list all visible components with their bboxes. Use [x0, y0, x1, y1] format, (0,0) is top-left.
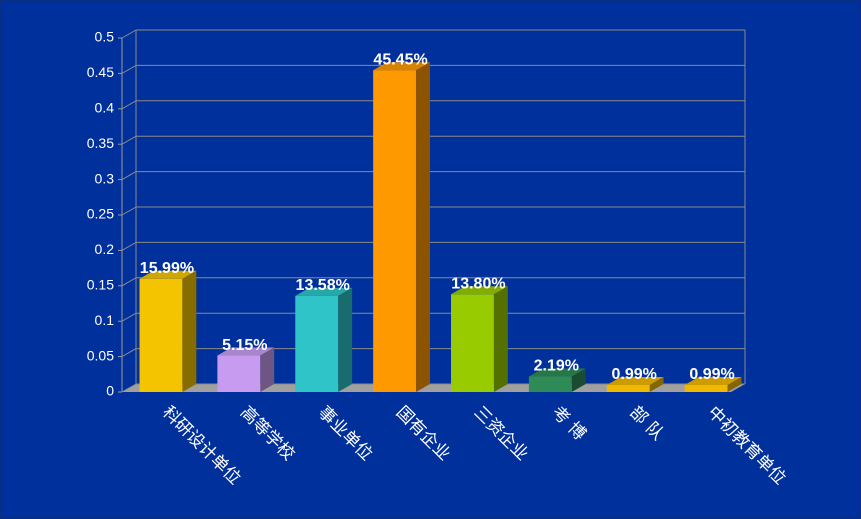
y-tick-label: 0.05 — [87, 347, 114, 363]
value-label: 0.99% — [689, 366, 734, 383]
bar-side — [493, 286, 508, 392]
bar — [217, 355, 261, 392]
grid-line-side — [121, 277, 137, 287]
y-tick-label: 0.3 — [95, 170, 115, 186]
value-label: 13.80% — [451, 276, 505, 293]
y-tick-label: 0.1 — [95, 312, 115, 328]
bar — [451, 294, 494, 392]
value-label: 5.15% — [222, 337, 267, 354]
value-label: 0.99% — [612, 366, 657, 383]
grid-line-side — [121, 348, 137, 358]
grid-line-side — [121, 241, 137, 251]
grid-line-side — [121, 64, 137, 74]
y-tick-label: 0.15 — [87, 277, 114, 293]
bar-top — [139, 270, 197, 279]
bar-side — [727, 376, 742, 392]
bar-side — [338, 287, 353, 392]
y-tick-label: 0 — [106, 383, 114, 399]
bar-top — [684, 376, 742, 385]
y-tick-label: 0.35 — [87, 135, 114, 151]
bar-side — [649, 376, 664, 392]
y-tick-label: 0.25 — [87, 206, 114, 222]
bar — [295, 295, 339, 392]
value-label: 2.19% — [534, 358, 579, 375]
grid-line-side — [121, 100, 137, 110]
bar-side — [415, 62, 430, 393]
y-tick-label: 0.4 — [95, 100, 115, 116]
bar-top — [217, 347, 275, 356]
bar — [528, 376, 572, 392]
y-tick-label: 0.45 — [87, 64, 114, 80]
grid-line-side — [121, 29, 137, 39]
grid-line-side — [121, 171, 137, 181]
bar-side — [571, 368, 586, 392]
value-label: 13.58% — [296, 277, 350, 294]
grid-line-side — [121, 135, 137, 145]
bar — [373, 70, 416, 393]
grid-line-side — [121, 383, 137, 393]
bar-top — [528, 368, 586, 377]
bar-top — [451, 286, 508, 295]
value-label: 15.99% — [140, 260, 194, 277]
y-tick-label: 0.2 — [95, 241, 115, 257]
bar — [606, 384, 650, 392]
value-label: 45.45% — [373, 51, 427, 68]
floor — [122, 384, 745, 392]
bar-side — [260, 347, 275, 392]
grid-line-side — [121, 206, 137, 216]
bar-top — [606, 376, 664, 385]
bar — [684, 384, 728, 392]
bar — [139, 278, 183, 392]
bar-top — [373, 62, 430, 71]
grid-line-side — [121, 312, 137, 322]
bar-side — [182, 270, 197, 392]
y-tick-label: 0.5 — [95, 29, 115, 45]
bar-top — [295, 287, 353, 296]
